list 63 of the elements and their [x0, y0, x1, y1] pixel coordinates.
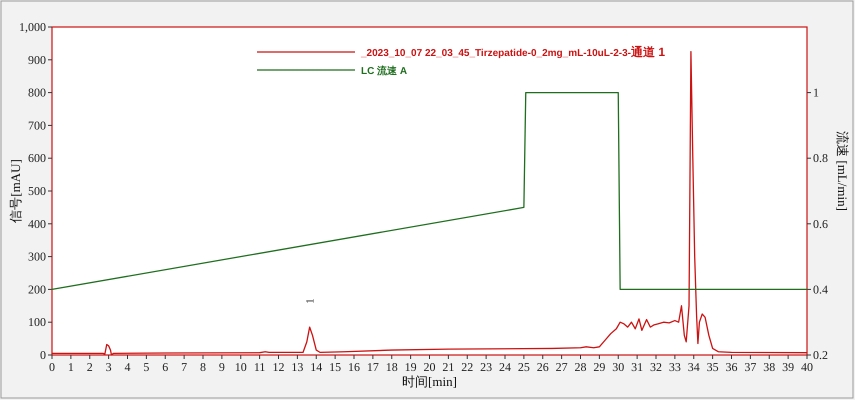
x-tick-label: 9	[218, 360, 225, 374]
x-tick-label: 24	[499, 360, 511, 374]
x-tick-label: 1	[68, 360, 74, 374]
x-tick-label: 13	[291, 360, 304, 374]
x-tick-label: 10	[234, 360, 247, 374]
x-tick-label: 37	[744, 360, 756, 374]
annotation: 1	[304, 298, 317, 304]
x-tick-label: 30	[612, 360, 624, 374]
y-tick-label: 200	[28, 282, 46, 296]
y2-tick-label: 0.2	[813, 348, 828, 362]
x-tick-label: 3	[106, 360, 112, 374]
x-tick-label: 8	[200, 360, 206, 374]
x-tick-label: 39	[782, 360, 794, 374]
x-axis-title: 时间[min]	[402, 374, 457, 389]
x-tick-label: 23	[480, 360, 492, 374]
y-tick-label: 1,000	[19, 20, 46, 34]
x-tick-label: 11	[254, 360, 266, 374]
y-tick-label: 700	[28, 118, 46, 132]
y-tick-label: 500	[28, 184, 46, 198]
x-tick-label: 40	[801, 360, 813, 374]
x-tick-label: 7	[181, 360, 188, 374]
text: _2023_10_07 22_03_45_Tirzepatide-0_2mg_mL-10uL-2-3-通道 1	[360, 45, 666, 59]
y-tick-label: 800	[28, 86, 46, 100]
x-tick-label: 2	[86, 360, 93, 374]
x-tick-label: 21	[442, 360, 454, 374]
x-tick-label: 6	[162, 360, 168, 374]
x-tick-label: 18	[386, 360, 398, 374]
y2-axis-title: 流速 [mL/min]	[835, 131, 850, 211]
x-tick-label: 33	[668, 360, 681, 374]
x-tick-label: 28	[574, 360, 586, 374]
y2-tick-label: 0.6	[813, 216, 828, 231]
x-tick-label: 5	[143, 360, 150, 374]
y-tick-label: 0	[40, 348, 46, 362]
y-tick-label: 300	[28, 250, 46, 264]
y2-tick-label: 1	[813, 86, 819, 100]
x-tick-label: 38	[763, 360, 776, 374]
x-tick-label: 4	[124, 360, 130, 374]
x-tick-label: 15	[329, 360, 342, 374]
x-tick-label: 26	[536, 360, 549, 374]
y-tick-label: 100	[28, 315, 46, 330]
x-tick-label: 17	[366, 360, 379, 374]
x-tick-label: 20	[424, 360, 436, 374]
y-tick-label: 900	[28, 52, 46, 67]
x-tick-label: 0	[49, 360, 55, 374]
x-tick-label: 19	[404, 360, 417, 374]
x-tick-label: 14	[310, 360, 322, 374]
x-tick-label: 29	[593, 360, 606, 374]
x-tick-label: 31	[631, 360, 644, 374]
x-tick-label: 36	[726, 360, 738, 374]
y-axis-title: 信号[mAU]	[8, 159, 23, 223]
y-tick-label: 600	[28, 151, 46, 166]
y2-tick-label: 0.4	[813, 282, 828, 296]
y2-tick-label: 0.8	[813, 151, 828, 166]
x-tick-label: 16	[348, 360, 360, 374]
x-tick-label: 32	[650, 360, 662, 374]
x-tick-label: 27	[556, 360, 568, 374]
y-tick-label: 400	[28, 216, 46, 231]
x-tick-label: 35	[706, 360, 719, 374]
x-tick-label: 34	[688, 360, 700, 374]
x-tick-label: 12	[272, 360, 284, 374]
text: LC 流速 A	[361, 65, 408, 77]
x-tick-label: 22	[461, 360, 474, 374]
x-tick-label: 25	[518, 360, 530, 374]
